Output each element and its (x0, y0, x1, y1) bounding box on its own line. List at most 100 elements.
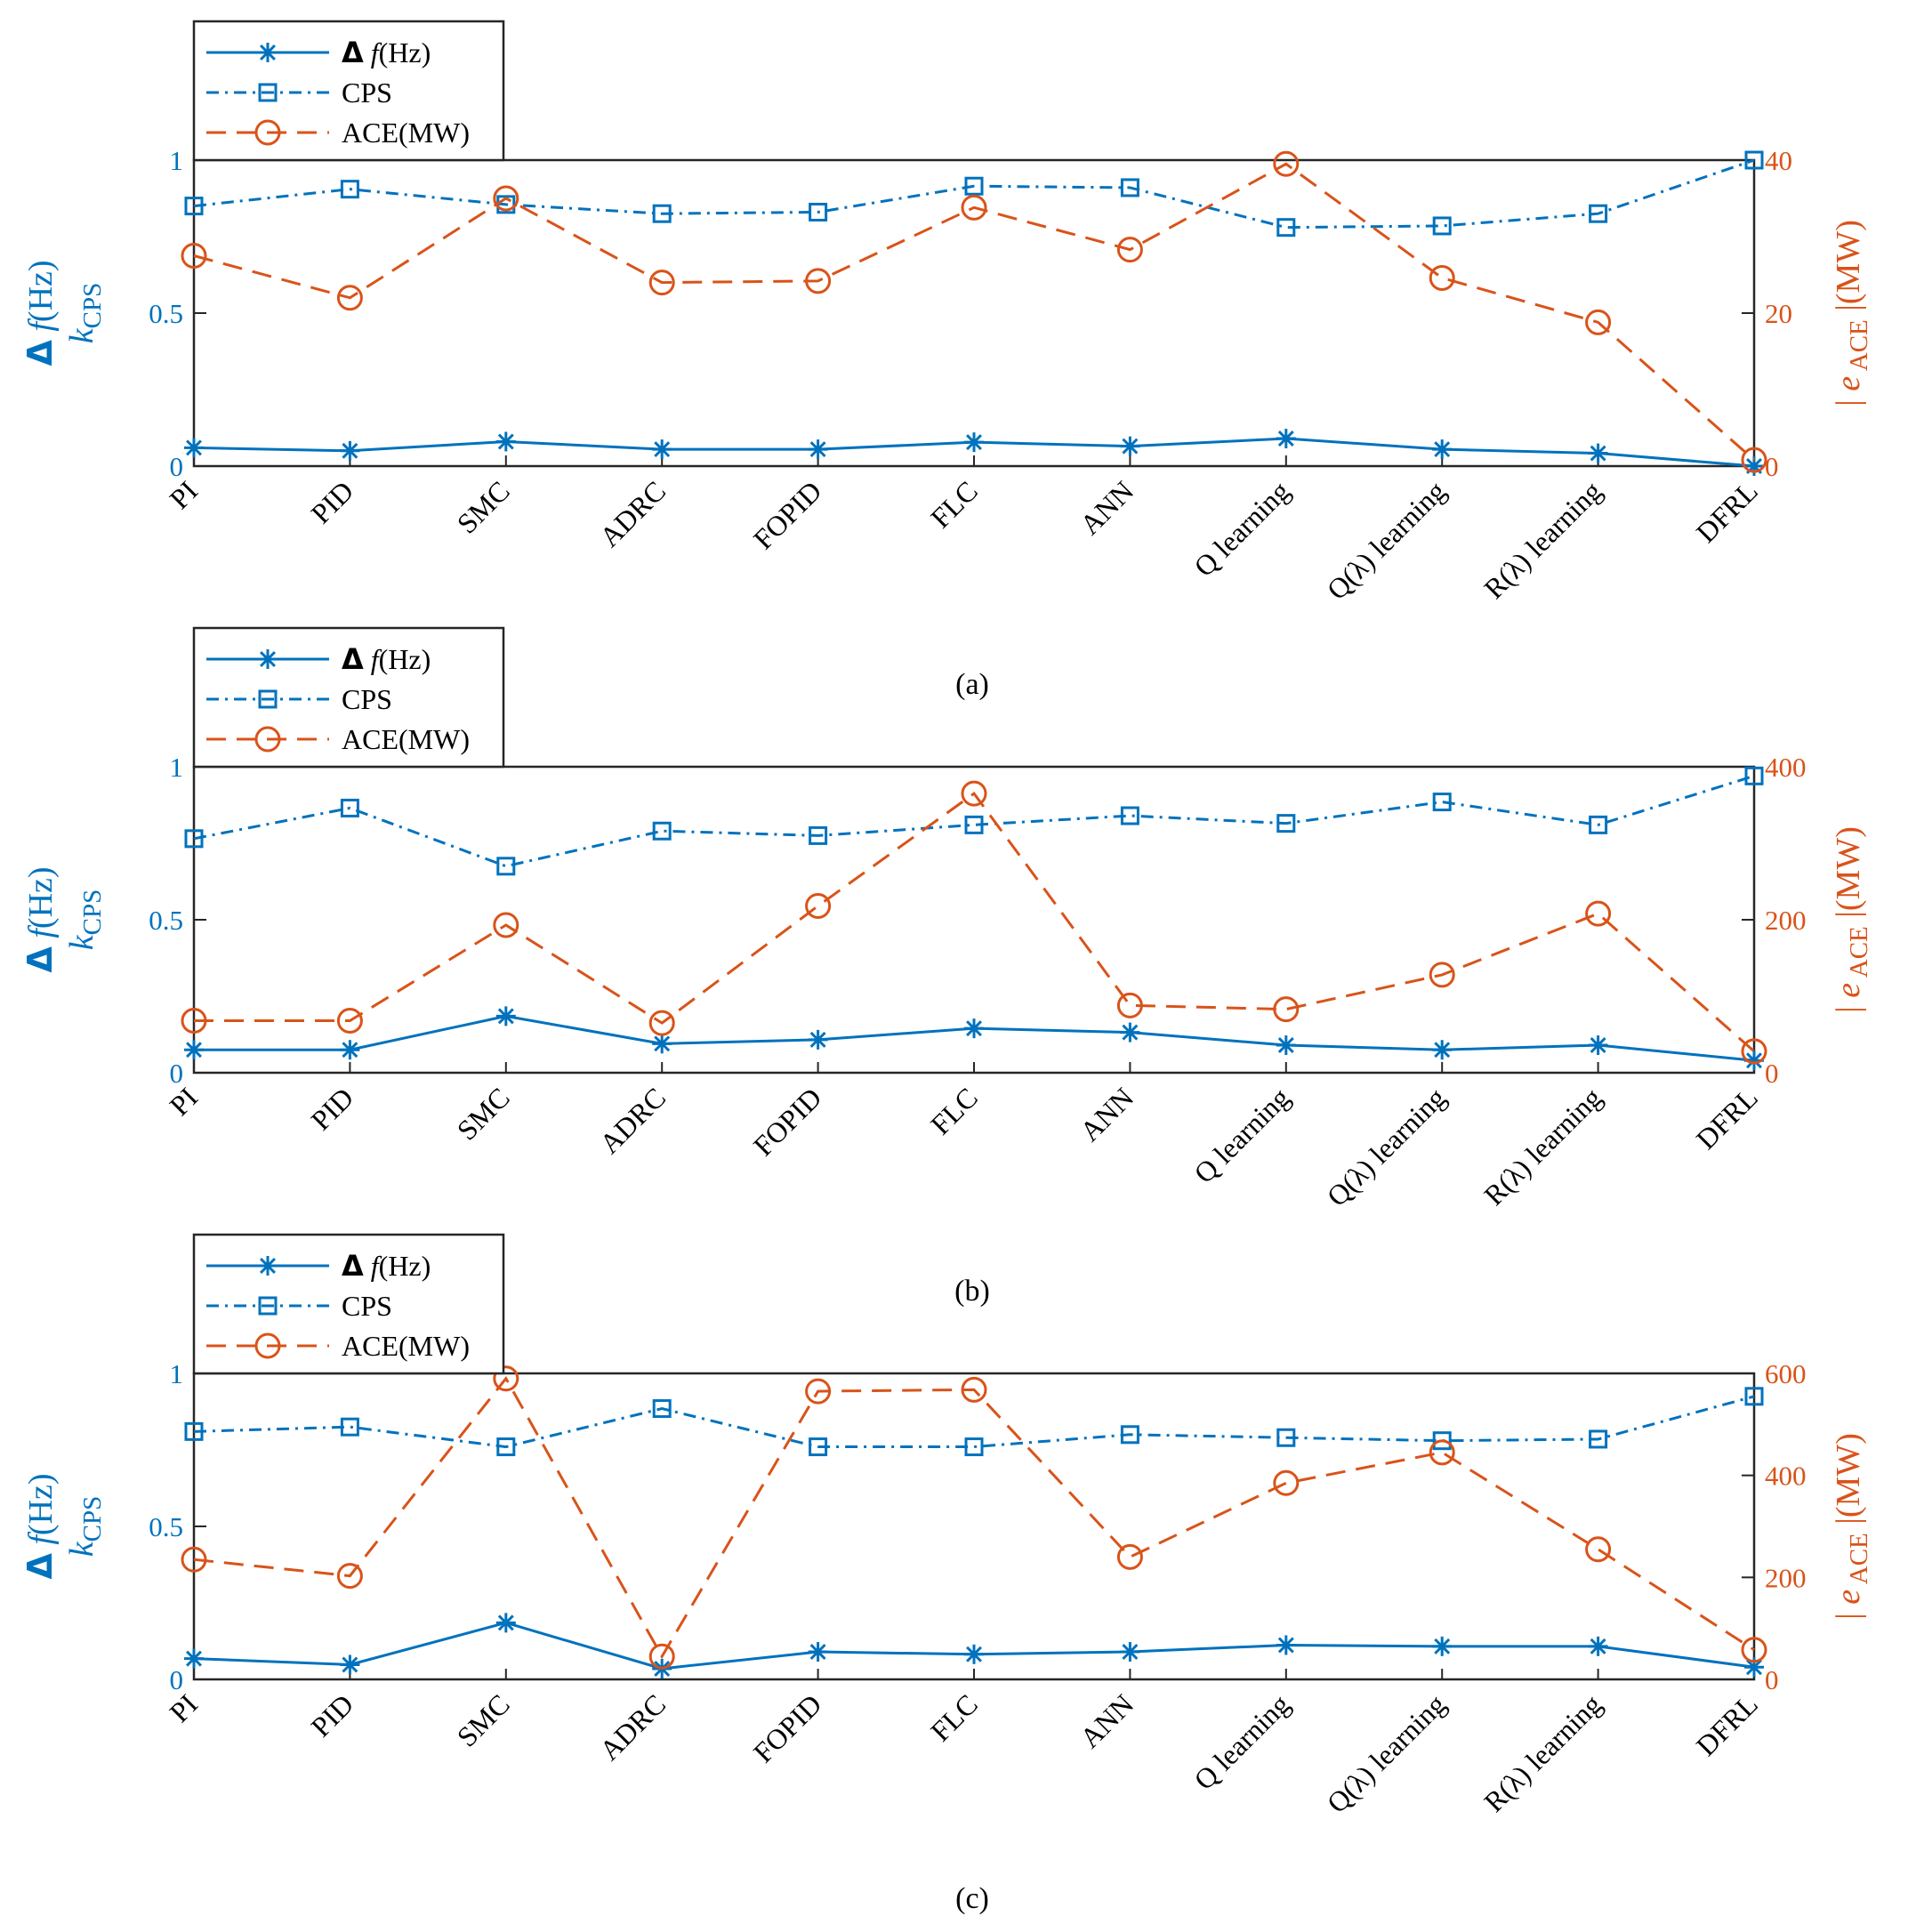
left-axis-label-cps: kCPS (63, 283, 107, 343)
data-point-asterisk-stroke (497, 433, 514, 450)
right-tick-label: 40 (1765, 145, 1792, 176)
legend-label: CPS (342, 1290, 392, 1322)
data-point-square (809, 1437, 828, 1457)
right-tick-label: 0 (1765, 1664, 1779, 1695)
legend-marker-circle (254, 1332, 281, 1359)
right-axis-label-ace: | e ACE |(MW) (1830, 826, 1873, 1013)
data-point-asterisk-stroke (342, 1656, 358, 1673)
series-square (184, 1387, 1764, 1457)
ace-subscript: ACE (1845, 926, 1873, 983)
legend-f: f (364, 643, 382, 675)
data-point-asterisk-stroke (1122, 1644, 1139, 1661)
data-point-asterisk (1588, 1035, 1608, 1056)
legend-marker-asterisk-stroke (260, 1258, 276, 1274)
data-point-circle (1741, 1637, 1767, 1663)
data-point-square (340, 1417, 359, 1437)
data-point-circle (336, 285, 363, 311)
k-symbol: k (63, 327, 101, 343)
series-line (194, 792, 1755, 1053)
cps-subscript: CPS (78, 283, 107, 329)
abs-bar: | (1830, 1605, 1867, 1620)
data-point-asterisk-stroke (654, 1035, 671, 1052)
right-tick-label: 600 (1765, 1358, 1807, 1389)
right-tick-label: 20 (1765, 298, 1792, 329)
legend-unit: (Hz) (379, 36, 431, 68)
data-point-asterisk (1432, 1040, 1453, 1060)
data-point-square (1276, 1428, 1296, 1447)
frequency-unit: (Hz) (22, 866, 60, 929)
data-point-asterisk-stroke (1590, 1037, 1606, 1054)
data-point-circle (961, 780, 987, 807)
data-point-asterisk (184, 438, 204, 458)
legend: Δ f(Hz) CPS ACE(MW) (192, 20, 505, 162)
x-tick-label: ADRC (593, 1687, 672, 1766)
data-point-square (964, 815, 984, 834)
data-point-square (1744, 150, 1764, 170)
series-line (193, 158, 1755, 229)
legend-f: f (364, 1250, 382, 1282)
legend-label: ACE(MW) (342, 117, 470, 149)
ace-subscript: ACE (1845, 319, 1873, 376)
delta-symbol: Δ (20, 340, 60, 366)
legend-delta: Δ (342, 642, 364, 676)
data-point-circle (181, 1546, 207, 1573)
data-point-square (1120, 806, 1139, 825)
data-point-asterisk-stroke (1122, 1024, 1139, 1041)
data-point-circle (805, 893, 832, 920)
data-point-square (1432, 216, 1452, 236)
data-point-square (1276, 814, 1296, 833)
data-point-circle (805, 268, 832, 294)
right-axis-label-ace: | e ACE |(MW) (1830, 220, 1873, 407)
legend-box (192, 626, 505, 769)
cps-subscript: CPS (78, 890, 107, 936)
data-point-circle (1273, 150, 1300, 177)
data-point-square (1432, 793, 1452, 812)
data-point-circle (1273, 996, 1300, 1023)
data-point-square (652, 204, 672, 223)
data-point-asterisk-stroke (966, 1020, 982, 1037)
left-axis-label-cps: kCPS (63, 890, 107, 950)
left-tick-label: 0 (170, 1058, 184, 1089)
data-point-square (652, 821, 672, 841)
legend-unit: (Hz) (379, 1250, 431, 1282)
legend-label: CPS (342, 76, 392, 109)
x-tick-label: ANN (1074, 474, 1139, 540)
data-point-square (1744, 1387, 1764, 1406)
x-tick-label: SMC (450, 1687, 515, 1752)
abs-bar: | (1830, 998, 1867, 1013)
data-point-asterisk-stroke (342, 1042, 358, 1059)
left-axis-label-frequency: Δ f(Hz) (20, 260, 60, 366)
legend-unit: (Hz) (379, 643, 431, 675)
data-point-asterisk-stroke (654, 441, 671, 458)
data-point-square (340, 180, 359, 199)
data-point-asterisk-stroke (1590, 1638, 1606, 1654)
data-point-asterisk (964, 1018, 984, 1039)
data-point-square (1589, 1429, 1608, 1449)
data-point-circle (493, 185, 519, 212)
data-point-asterisk-stroke (809, 441, 826, 458)
legend-marker-asterisk-stroke (260, 44, 276, 60)
x-tick-label: Q learning (1187, 474, 1296, 583)
data-point-square (184, 1421, 204, 1441)
left-tick-label: 0 (170, 451, 184, 482)
data-point-asterisk (808, 439, 828, 460)
data-point-circle (1116, 237, 1143, 263)
left-axis-label-frequency: Δ f(Hz) (20, 1473, 60, 1579)
data-point-asterisk-stroke (497, 1614, 514, 1631)
left-axis-label-cps: kCPS (63, 1496, 107, 1557)
data-point-circle (1585, 1536, 1612, 1563)
right-axis-label-ace: | e ACE |(MW) (1830, 1433, 1873, 1620)
data-point-asterisk (184, 1040, 204, 1060)
data-point-square (1120, 1425, 1139, 1445)
x-tick-label: Q(λ) learning (1321, 1081, 1453, 1212)
data-point-asterisk-stroke (1746, 1659, 1762, 1676)
data-point-circle (648, 270, 675, 296)
x-tick-label: ANN (1074, 1081, 1139, 1147)
panel-caption: (a) (955, 668, 989, 701)
legend-marker-asterisk-stroke (260, 651, 276, 667)
legend-ace-text: ACE(MW) (342, 117, 470, 149)
data-point-asterisk (1120, 436, 1140, 456)
x-tick-label: PID (304, 1687, 359, 1743)
